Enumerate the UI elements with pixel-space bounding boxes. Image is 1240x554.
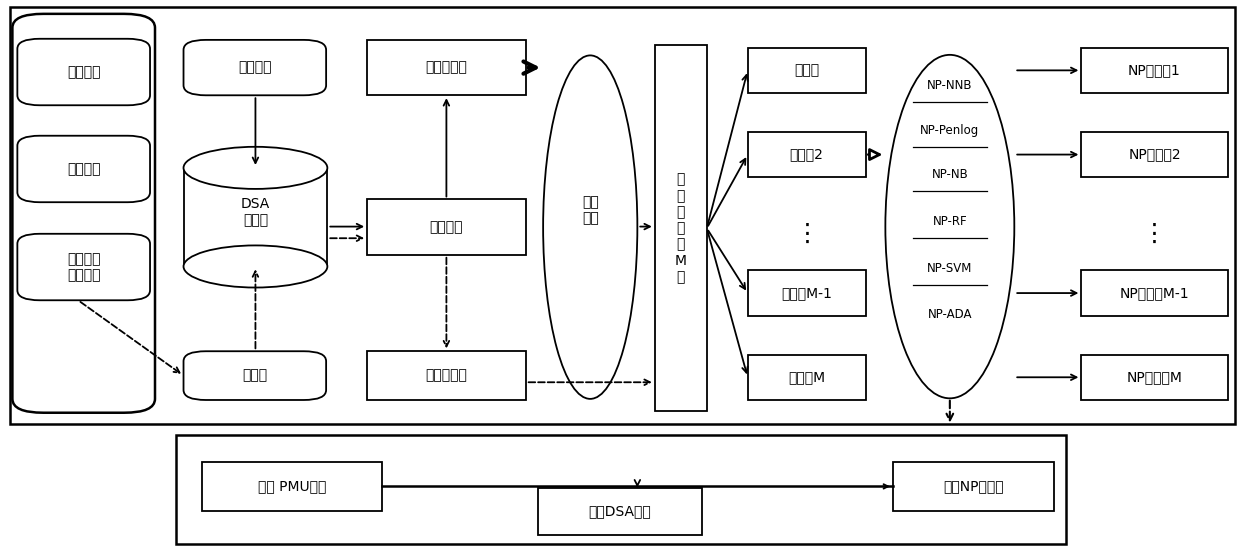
Text: NP-NB: NP-NB: [931, 168, 968, 181]
Text: 实时 PMU测量: 实时 PMU测量: [258, 479, 326, 494]
Bar: [1081, 132, 1228, 177]
FancyBboxPatch shape: [17, 234, 150, 300]
Text: 功率分布: 功率分布: [67, 65, 100, 79]
Text: NP分类器1: NP分类器1: [1128, 63, 1180, 78]
Text: 伞式
算法: 伞式 算法: [582, 196, 599, 225]
Text: 训练集2: 训练集2: [790, 147, 823, 162]
Text: NP分类器M-1: NP分类器M-1: [1120, 286, 1189, 300]
Text: ⋮: ⋮: [795, 222, 820, 246]
Text: 新工况: 新工况: [242, 368, 268, 383]
FancyBboxPatch shape: [184, 351, 326, 400]
Text: NP分类器M: NP分类器M: [1126, 370, 1183, 384]
Ellipse shape: [184, 147, 327, 189]
Bar: [893, 462, 1054, 511]
Text: 历史数据: 历史数据: [238, 60, 272, 75]
Text: 训练集: 训练集: [794, 63, 820, 78]
Text: 训练集M: 训练集M: [789, 370, 825, 384]
Bar: [367, 351, 526, 400]
Text: 特征选择: 特征选择: [429, 220, 464, 234]
Bar: [748, 355, 866, 400]
Text: 关键特征集: 关键特征集: [425, 60, 467, 75]
Bar: [202, 462, 382, 511]
Bar: [367, 40, 526, 95]
FancyBboxPatch shape: [12, 14, 155, 413]
Bar: [538, 488, 702, 535]
Bar: [176, 435, 1066, 544]
Text: NP-Penlog: NP-Penlog: [920, 124, 980, 137]
Bar: [748, 270, 866, 316]
Text: NP-NNB: NP-NNB: [928, 79, 972, 93]
Text: 更新数据集: 更新数据集: [425, 368, 467, 383]
Text: 拓扑结构: 拓扑结构: [67, 162, 100, 176]
Ellipse shape: [184, 245, 327, 288]
Text: NP分类器2: NP分类器2: [1128, 147, 1180, 162]
Bar: [1081, 48, 1228, 93]
Text: ⋮: ⋮: [1142, 222, 1167, 246]
Text: DSA
数据集: DSA 数据集: [241, 197, 270, 227]
FancyBboxPatch shape: [17, 39, 150, 105]
Text: NP-RF: NP-RF: [932, 215, 967, 228]
Text: 在线DSA结果: 在线DSA结果: [589, 504, 651, 518]
Ellipse shape: [885, 55, 1014, 398]
FancyBboxPatch shape: [184, 40, 326, 95]
Text: NP-SVM: NP-SVM: [928, 262, 972, 275]
Text: 阻抗特性
影响因素: 阻抗特性 影响因素: [67, 252, 100, 282]
Text: NP-ADA: NP-ADA: [928, 308, 972, 321]
Bar: [655, 45, 707, 411]
Text: 优化NP分类器: 优化NP分类器: [944, 479, 1003, 494]
Text: 训练集M-1: 训练集M-1: [781, 286, 832, 300]
Bar: [1081, 355, 1228, 400]
Bar: [1081, 270, 1228, 316]
FancyBboxPatch shape: [17, 136, 150, 202]
Ellipse shape: [543, 55, 637, 399]
Bar: [10, 7, 1235, 424]
Text: 训
练
集
分
裂
M
次: 训 练 集 分 裂 M 次: [675, 173, 687, 284]
Bar: [748, 132, 866, 177]
Bar: [748, 48, 866, 93]
Bar: [367, 199, 526, 255]
Bar: [184, 168, 327, 266]
